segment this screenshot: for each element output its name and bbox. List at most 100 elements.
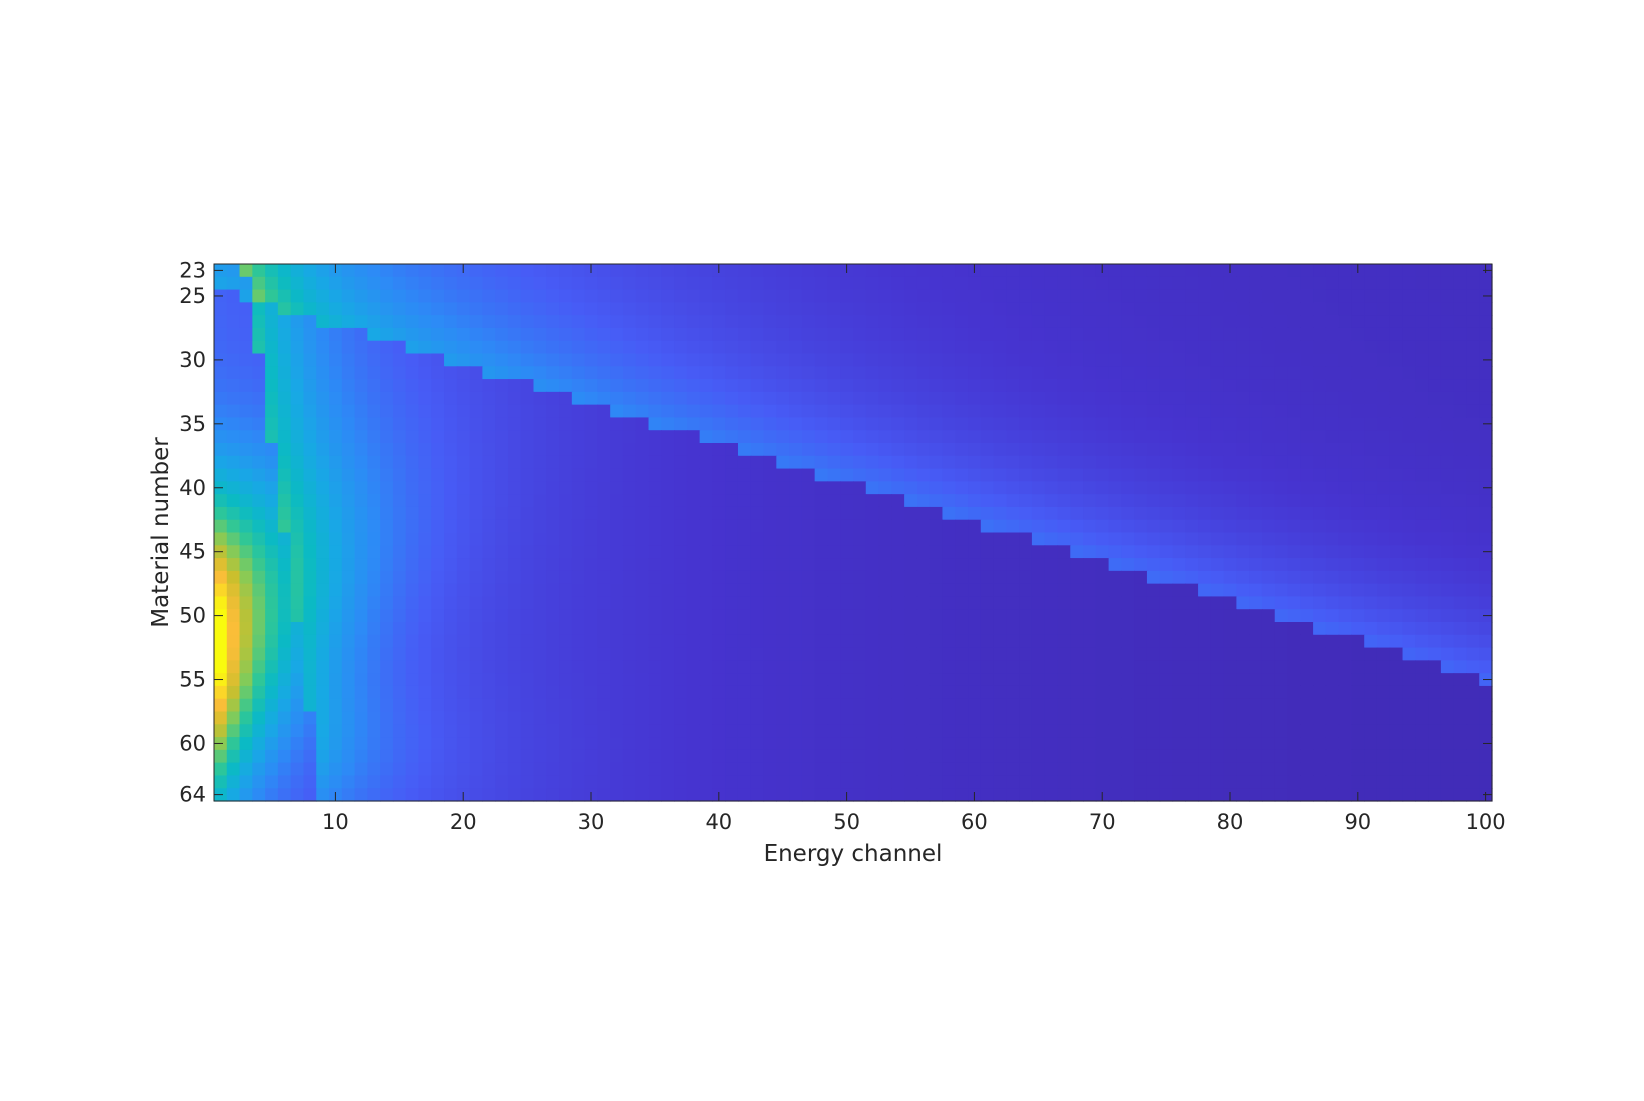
heatmap-cell: [801, 762, 816, 777]
heatmap-cell: [686, 583, 701, 598]
heatmap-cell: [277, 622, 292, 636]
heatmap-cell: [1057, 762, 1071, 777]
heatmap-cell: [1351, 570, 1365, 585]
heatmap-cell: [571, 302, 586, 316]
heatmap-cell: [929, 583, 944, 598]
heatmap-cell: [1249, 673, 1263, 687]
heatmap-cell: [699, 519, 714, 534]
heatmap-cell: [1313, 468, 1327, 482]
heatmap-cell: [559, 660, 573, 674]
heatmap-cell: [533, 481, 547, 495]
heatmap-cell: [239, 455, 253, 470]
heatmap-cell: [316, 673, 330, 687]
heatmap-cell: [456, 622, 471, 636]
heatmap-cell: [1364, 379, 1378, 393]
heatmap-cell: [1031, 481, 1046, 495]
heatmap-cell: [955, 583, 969, 598]
heatmap-cell: [392, 570, 407, 585]
heatmap-cell: [316, 404, 330, 419]
heatmap-cell: [1428, 660, 1442, 674]
heatmap-cell: [827, 698, 841, 713]
heatmap-cell: [1376, 391, 1391, 406]
heatmap-cell: [431, 583, 445, 598]
heatmap-cell: [610, 558, 624, 572]
heatmap-cell: [1274, 532, 1289, 546]
heatmap-cell: [980, 315, 995, 329]
heatmap-cell: [853, 404, 867, 419]
heatmap-cell: [725, 673, 739, 687]
heatmap-cell: [1172, 634, 1186, 649]
heatmap-cell: [444, 685, 458, 700]
heatmap-cell: [1338, 443, 1353, 457]
heatmap-cell: [1108, 455, 1122, 470]
heatmap-cell: [571, 545, 586, 559]
heatmap-cell: [1338, 302, 1353, 316]
heatmap-cell: [1044, 430, 1059, 444]
heatmap-cell: [392, 532, 407, 546]
heatmap-cell: [354, 430, 368, 444]
heatmap-cell: [1198, 264, 1212, 278]
heatmap-cell: [1223, 289, 1237, 303]
heatmap-cell: [929, 711, 944, 725]
heatmap-cell: [1351, 404, 1365, 419]
heatmap-cell: [1236, 289, 1250, 303]
heatmap-cell: [1287, 366, 1301, 380]
heatmap-cell: [865, 340, 880, 355]
heatmap-cell: [559, 558, 573, 572]
heatmap-cell: [1031, 353, 1046, 367]
heatmap-cell: [1338, 583, 1353, 598]
heatmap-cell: [265, 443, 279, 457]
heatmap-cell: [1415, 634, 1429, 649]
heatmap-cell: [277, 404, 292, 419]
heatmap-cell: [1300, 379, 1314, 393]
heatmap-cell: [1287, 455, 1301, 470]
heatmap-cell: [789, 353, 803, 367]
heatmap-cell: [801, 673, 816, 687]
heatmap-cell: [1287, 353, 1301, 367]
heatmap-cell: [507, 494, 522, 508]
heatmap-cell: [239, 775, 253, 789]
heatmap-cell: [456, 494, 471, 508]
heatmap-cell: [840, 391, 854, 406]
heatmap-cell: [239, 443, 253, 457]
heatmap-cell: [354, 788, 368, 802]
heatmap-cell: [878, 443, 892, 457]
heatmap-cell: [1006, 762, 1020, 777]
heatmap-cell: [495, 455, 509, 470]
heatmap-cell: [1389, 558, 1404, 572]
heatmap-cell: [597, 724, 611, 738]
heatmap-cell: [622, 379, 637, 393]
heatmap-cell: [827, 660, 841, 674]
heatmap-cell: [1376, 366, 1391, 380]
heatmap-cell: [329, 481, 343, 495]
heatmap-cell: [686, 276, 701, 291]
heatmap-cell: [1453, 737, 1468, 751]
heatmap-cell: [290, 775, 305, 789]
heatmap-cell: [354, 775, 368, 789]
heatmap-cell: [1172, 315, 1186, 329]
heatmap-cell: [1389, 583, 1404, 598]
heatmap-cell: [814, 519, 829, 534]
heatmap-cell: [418, 366, 432, 380]
heatmap-cell: [597, 327, 611, 342]
heatmap-cell: [367, 532, 381, 546]
heatmap-cell: [1172, 494, 1186, 508]
heatmap-cell: [750, 596, 765, 610]
heatmap-cell: [1070, 583, 1084, 598]
heatmap-cell: [226, 340, 241, 355]
heatmap-cell: [316, 570, 330, 585]
heatmap-cell: [1453, 532, 1468, 546]
heatmap-cell: [1300, 302, 1314, 316]
heatmap-cell: [1389, 698, 1404, 713]
heatmap-cell: [725, 494, 739, 508]
heatmap-cell: [1198, 276, 1212, 291]
heatmap-cell: [559, 724, 573, 738]
heatmap-cell: [712, 494, 726, 508]
heatmap-cell: [354, 609, 368, 623]
heatmap-cell: [597, 673, 611, 687]
heatmap-cell: [341, 788, 356, 802]
heatmap-cell: [776, 366, 790, 380]
heatmap-cell: [622, 545, 637, 559]
heatmap-cell: [1249, 506, 1263, 521]
heatmap-cell: [1031, 737, 1046, 751]
